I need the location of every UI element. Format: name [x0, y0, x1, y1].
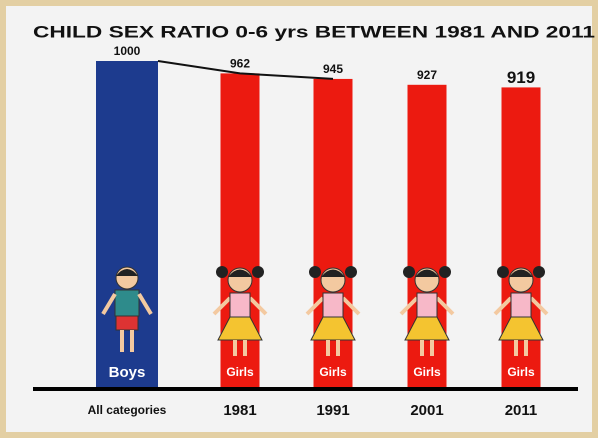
figure-pigtail — [216, 266, 228, 278]
x-tick-label: 2001 — [410, 402, 443, 419]
figure-arm — [101, 292, 117, 316]
x-tick-label: 1981 — [223, 402, 256, 419]
figure-arm — [137, 292, 153, 316]
figure-arm — [529, 296, 549, 316]
figure-hair — [415, 269, 439, 277]
value-label: 927 — [417, 68, 437, 82]
figure-arm — [305, 296, 325, 316]
figure-pigtail — [252, 266, 264, 278]
figure-pigtail — [403, 266, 415, 278]
chart-title: CHILD SEX RATIO 0-6 yrs BETWEEN 1981 AND… — [33, 22, 595, 41]
figure-arm — [493, 296, 513, 316]
bar — [96, 61, 158, 387]
bar-label: Girls — [507, 365, 535, 379]
value-label: 962 — [230, 57, 250, 71]
bar-label: Boys — [109, 364, 146, 381]
figure-arm — [212, 296, 232, 316]
figure-hair — [228, 269, 252, 277]
x-tick-label: All categories — [88, 403, 167, 417]
figure-top — [416, 292, 438, 318]
bar-label: Girls — [413, 365, 441, 379]
figure-shorts — [115, 315, 139, 331]
figure-skirt — [498, 316, 544, 341]
bar — [313, 78, 353, 388]
bar-label: Girls — [319, 365, 347, 379]
figure-pigtail — [345, 266, 357, 278]
figure-shirt — [114, 289, 140, 317]
figure-pigtail — [533, 266, 545, 278]
bar — [501, 87, 541, 387]
x-tick-label: 2011 — [505, 402, 538, 419]
value-label: 919 — [507, 68, 535, 87]
figure-pigtail — [309, 266, 321, 278]
child-figure — [305, 266, 361, 356]
figure-arm — [341, 296, 361, 316]
figure-top — [510, 292, 532, 318]
figure-hair — [116, 269, 138, 276]
child-figure — [493, 266, 549, 356]
figure-arm — [248, 296, 268, 316]
figure-skirt — [310, 316, 356, 341]
child-figure — [101, 266, 153, 352]
figure-hair — [321, 269, 345, 277]
value-label: 945 — [323, 62, 343, 76]
figure-skirt — [217, 316, 263, 341]
figure-hair — [509, 269, 533, 277]
child-figure — [212, 266, 268, 356]
trend-line — [157, 60, 334, 80]
figure-arm — [399, 296, 419, 316]
figure-arm — [435, 296, 455, 316]
figure-skirt — [404, 316, 450, 341]
figure-top — [322, 292, 344, 318]
figure-pigtail — [439, 266, 451, 278]
figure-pigtail — [497, 266, 509, 278]
child-figure — [399, 266, 455, 356]
bar-label: Girls — [226, 365, 254, 379]
value-label: 1000 — [114, 44, 141, 58]
bar — [407, 84, 447, 387]
x-tick-label: 1991 — [316, 402, 349, 419]
figure-top — [229, 292, 251, 318]
